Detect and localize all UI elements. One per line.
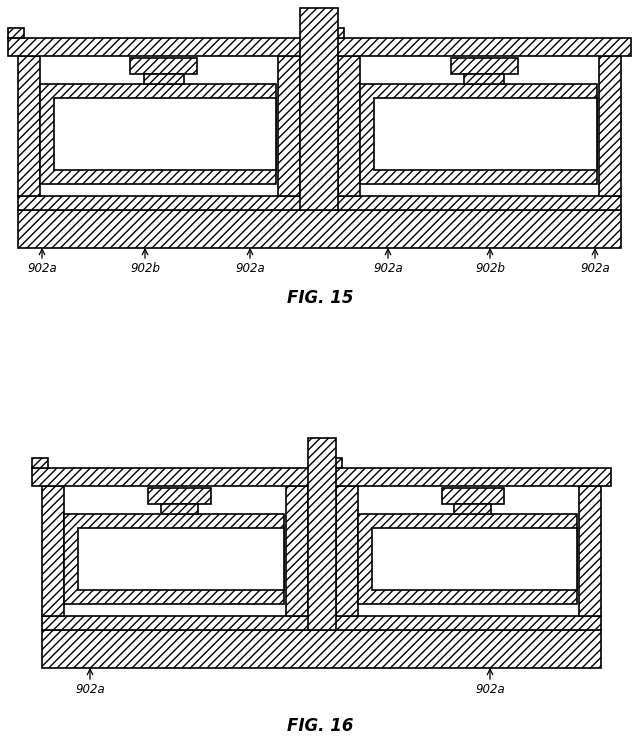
Bar xyxy=(300,8,338,210)
Bar xyxy=(32,458,48,468)
Text: 902b: 902b xyxy=(475,262,505,275)
Bar xyxy=(40,84,276,184)
Bar xyxy=(451,58,518,74)
Bar xyxy=(336,486,358,616)
Bar xyxy=(328,28,344,38)
Bar xyxy=(161,504,198,514)
Bar xyxy=(8,38,310,56)
Bar xyxy=(286,486,308,616)
Bar xyxy=(64,514,284,604)
Bar xyxy=(42,616,601,630)
Bar xyxy=(54,98,276,170)
Bar xyxy=(579,486,601,616)
Bar xyxy=(308,438,336,630)
Bar xyxy=(78,528,284,590)
Bar xyxy=(328,38,631,56)
Bar xyxy=(464,74,504,84)
Text: 902a: 902a xyxy=(373,262,403,275)
Text: 902a: 902a xyxy=(27,262,57,275)
Bar xyxy=(18,56,40,196)
Bar xyxy=(358,514,577,604)
Text: 902a: 902a xyxy=(580,262,610,275)
Bar xyxy=(374,98,597,170)
Bar xyxy=(130,58,197,74)
Bar xyxy=(326,458,342,468)
Bar xyxy=(8,28,24,38)
Bar xyxy=(372,528,577,590)
Bar xyxy=(42,486,64,616)
Bar xyxy=(360,84,597,184)
Text: 902a: 902a xyxy=(235,262,265,275)
Bar xyxy=(18,210,621,248)
Text: 902a: 902a xyxy=(475,683,505,696)
Bar xyxy=(599,56,621,196)
Bar xyxy=(148,488,210,504)
Bar xyxy=(278,56,300,196)
Bar xyxy=(32,468,318,486)
Bar xyxy=(442,488,504,504)
Bar xyxy=(42,630,601,668)
Bar xyxy=(18,196,621,210)
Text: FIG. 15: FIG. 15 xyxy=(287,289,353,307)
Text: 902b: 902b xyxy=(130,262,160,275)
Bar xyxy=(338,56,360,196)
Bar xyxy=(144,74,184,84)
Bar xyxy=(454,504,491,514)
Text: FIG. 16: FIG. 16 xyxy=(287,717,353,735)
Text: 902a: 902a xyxy=(75,683,105,696)
Bar xyxy=(326,468,611,486)
